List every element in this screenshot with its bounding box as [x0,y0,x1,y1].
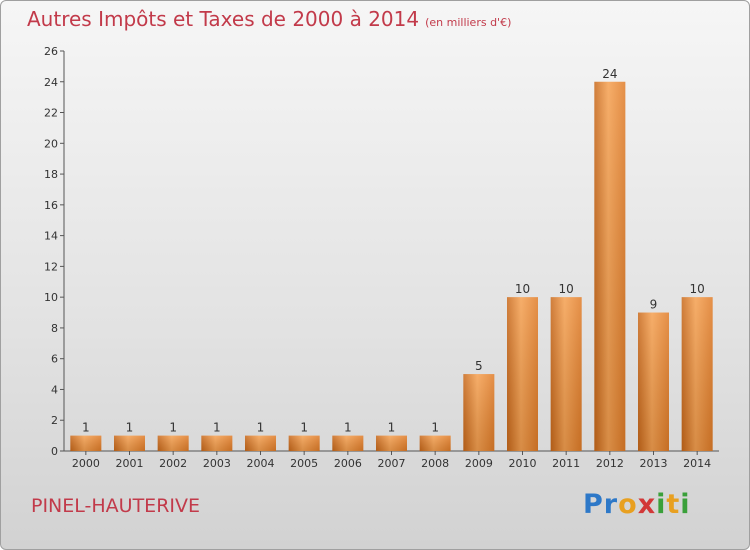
bar-shade [245,435,276,451]
bar-value-label: 10 [515,282,530,296]
y-tick-label: 24 [44,76,58,89]
x-tick-label: 2003 [203,457,231,470]
bar-value-label: 1 [388,421,396,435]
bar-value-label: 1 [431,421,439,435]
x-tick-label: 2007 [378,457,406,470]
bar-shade [507,297,538,451]
y-tick-label: 4 [51,383,58,396]
bar-shade [70,435,102,451]
bar-value-label: 1 [257,421,265,435]
bar-value-label: 1 [126,421,134,435]
bar-shade [201,435,233,451]
y-tick-label: 10 [44,291,58,304]
y-tick-label: 14 [44,230,58,243]
x-tick-label: 2005 [290,457,318,470]
x-tick-label: 2012 [596,457,624,470]
y-tick-label: 0 [51,445,58,458]
bar-shade [288,435,320,451]
y-tick-label: 16 [44,199,58,212]
y-tick-label: 6 [51,353,58,366]
bar-value-label: 9 [650,298,658,312]
bar-shade [594,81,626,452]
y-tick-label: 18 [44,168,58,181]
title-unit: (en milliers d'€) [425,16,512,29]
x-tick-label: 2006 [334,457,362,470]
bar-value-label: 10 [690,282,705,296]
bar-shade [681,297,713,451]
bar-value-label: 1 [300,421,308,435]
bar-value-label: 5 [475,359,483,373]
x-tick-label: 2008 [421,457,449,470]
bar-value-label: 1 [213,421,221,435]
bar-value-label: 1 [344,421,352,435]
x-tick-label: 2014 [683,457,711,470]
bar-shade [638,312,669,451]
x-tick-label: 2002 [159,457,187,470]
bar-shade [114,435,145,451]
x-tick-label: 2011 [552,457,580,470]
y-tick-label: 22 [44,107,58,120]
x-tick-label: 2000 [72,457,100,470]
y-tick-label: 2 [51,414,58,427]
bar-shade [550,297,582,451]
proxiti-logo: Proxiti [583,489,691,520]
y-tick-label: 8 [51,322,58,335]
bar-shade [332,435,364,451]
x-tick-label: 2010 [509,457,537,470]
bars: 1 1 1 1 1 1 1 1 1 5 10 10 24 9 10 [70,67,713,452]
bar-value-label: 24 [602,67,617,81]
y-tick-label: 12 [44,260,58,273]
bar-value-label: 1 [82,421,90,435]
y-tick-label: 20 [44,137,58,150]
title-text: Autres Impôts et Taxes de 2000 à 2014 [27,7,420,31]
bar-shade [157,435,189,451]
bar-shade [419,435,451,451]
x-tick-label: 2004 [247,457,275,470]
bar-shade [463,374,495,451]
x-tick-label: 2001 [116,457,144,470]
bar-value-label: 10 [559,282,574,296]
city-name: PINEL-HAUTERIVE [31,495,200,517]
x-tick-label: 2013 [640,457,668,470]
x-tick-label: 2009 [465,457,493,470]
chart-title: Autres Impôts et Taxes de 2000 à 2014 (en… [27,7,511,31]
bar-value-label: 1 [169,421,177,435]
y-tick-label: 26 [44,45,58,58]
bar-shade [376,435,407,451]
